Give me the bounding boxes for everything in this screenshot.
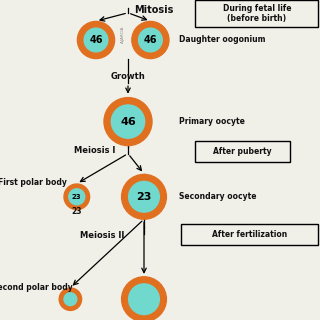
Text: Secondary oocyte: Secondary oocyte <box>179 192 257 201</box>
Text: After puberty: After puberty <box>213 147 272 156</box>
Circle shape <box>64 184 90 210</box>
Text: Second polar body: Second polar body <box>0 284 72 292</box>
Circle shape <box>129 181 159 212</box>
Circle shape <box>122 277 166 320</box>
Text: 23: 23 <box>136 192 152 202</box>
Circle shape <box>69 189 85 205</box>
Text: Primary oocyte: Primary oocyte <box>179 117 245 126</box>
Text: After fertilization: After fertilization <box>212 230 287 239</box>
Text: 46: 46 <box>89 35 103 45</box>
Circle shape <box>139 28 162 52</box>
Circle shape <box>132 21 169 59</box>
Text: 46: 46 <box>144 35 157 45</box>
FancyBboxPatch shape <box>195 0 318 27</box>
Circle shape <box>77 21 115 59</box>
Text: Daughter oogonium: Daughter oogonium <box>179 36 266 44</box>
Circle shape <box>84 28 108 52</box>
FancyBboxPatch shape <box>195 141 290 162</box>
Text: 23: 23 <box>72 194 82 200</box>
Text: Meiosis II: Meiosis II <box>80 231 125 240</box>
Circle shape <box>104 98 152 146</box>
Text: Growth: Growth <box>111 72 145 81</box>
Circle shape <box>111 105 145 138</box>
Circle shape <box>129 284 159 315</box>
Text: A.JARCIA: A.JARCIA <box>121 26 125 43</box>
Text: 46: 46 <box>120 116 136 127</box>
Circle shape <box>122 174 166 219</box>
Text: During fetal life
(before birth): During fetal life (before birth) <box>222 4 291 23</box>
Text: Mitosis: Mitosis <box>134 4 174 15</box>
Circle shape <box>59 288 82 310</box>
FancyBboxPatch shape <box>181 224 318 245</box>
Circle shape <box>64 293 77 306</box>
Text: 23: 23 <box>72 207 82 216</box>
Text: First polar body: First polar body <box>0 178 67 187</box>
Text: Meiosis I: Meiosis I <box>74 146 115 155</box>
